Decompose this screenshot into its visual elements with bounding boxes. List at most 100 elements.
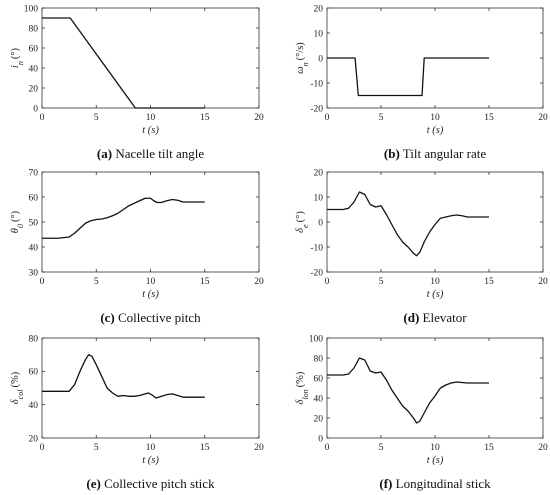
panel-caption: (f) Longitudinal stick [379,476,491,491]
caption-letter: (e) [86,476,100,491]
x-tick-label: 5 [379,277,384,287]
plot-frame [41,337,260,439]
chart-panel-6: 0 5 10 15 20 0 20 40 60 80 100 t (s) δlon(%) (f) Long… [295,334,548,491]
x-tick-label: 5 [379,443,384,453]
x-axis-label: t (s) [427,289,444,300]
chart-panel-1: 0 5 10 15 20 0 20 40 60 80 100 t (s) in(°) (a) Nacell… [10,4,264,161]
x-tick-label: 10 [146,443,156,453]
y-axis-label: in(°) [10,47,25,68]
x-tick-label: 5 [94,113,99,123]
x-tick-label: 10 [146,277,156,287]
x-tick-label: 20 [254,277,264,287]
caption-text: Collective pitch stick [101,476,215,491]
x-tick-label: 10 [146,113,156,123]
x-tick-label: 0 [325,113,330,123]
y-axis-label: δlon(%) [295,371,310,404]
x-tick-label: 0 [40,113,45,123]
y-tick-label: -10 [310,243,323,253]
series-line [42,17,205,109]
y-tick-label: 20 [314,4,324,14]
chart-panel-2: 0 5 10 15 20 -20 -10 0 10 20 t (s) ωn(°/s) (b) Tilt … [295,4,548,161]
y-tick-label: 80 [314,354,324,364]
y-tick-label: 40 [314,394,324,404]
x-axis-label: t (s) [142,455,159,466]
y-tick-label: 100 [24,4,39,14]
x-tick-label: 15 [484,277,494,287]
plot-frame [41,7,260,109]
x-axis-label: t (s) [142,289,159,300]
y-tick-label: 0 [318,54,323,64]
y-tick-label: 60 [29,44,39,54]
x-axis-label: t (s) [427,455,444,466]
x-tick-label: 15 [200,113,210,123]
x-tick-label: 5 [94,443,99,453]
x-tick-label: 5 [94,277,99,287]
y-tick-label: 10 [314,29,324,39]
y-tick-label: 20 [29,434,39,444]
y-axis-label: ωn(°/s) [295,42,310,74]
caption-text: Longitudinal stick [392,476,491,491]
panel-caption: (d) Elevator [403,310,467,325]
y-tick-label: 10 [314,193,324,203]
x-tick-label: 0 [325,443,330,453]
x-axis-label: t (s) [427,125,444,136]
panel-caption: (c) Collective pitch [100,310,201,325]
panel-caption: (a) Nacelle tilt angle [97,146,204,161]
chart-panel-5: 0 5 10 15 20 20 40 60 80 t (s) δcol(%) (e) Collecti… [10,334,264,491]
y-tick-label: 50 [29,218,39,228]
caption-letter: (d) [403,310,419,325]
y-tick-label: -20 [310,268,323,278]
y-axis-label: δcol(%) [10,371,25,404]
x-tick-label: 10 [430,443,440,453]
y-tick-label: 40 [29,64,39,74]
y-tick-label: 20 [29,84,39,94]
x-tick-label: 20 [538,443,548,453]
x-tick-label: 15 [200,277,210,287]
y-tick-label: 40 [29,401,39,411]
caption-letter: (c) [100,310,114,325]
caption-letter: (a) [97,146,112,161]
x-tick-label: 10 [430,277,440,287]
x-tick-label: 5 [379,113,384,123]
caption-text: Tilt angular rate [400,146,487,161]
x-tick-label: 0 [40,443,45,453]
x-tick-label: 20 [538,277,548,287]
y-tick-label: 0 [318,434,323,444]
series-line [327,357,489,424]
series-line [42,197,205,239]
x-tick-label: 15 [484,443,494,453]
series-line [327,191,489,257]
y-tick-label: 60 [29,193,39,203]
y-tick-label: 100 [309,334,324,344]
y-tick-label: 70 [29,168,39,178]
y-tick-label: 60 [29,368,39,378]
y-tick-label: 60 [314,374,324,384]
y-tick-label: -10 [310,79,323,89]
caption-text: Nacelle tilt angle [112,146,204,161]
y-tick-label: 80 [29,334,39,344]
x-tick-label: 0 [40,277,45,287]
caption-letter: (f) [379,476,392,491]
x-tick-label: 20 [538,113,548,123]
panel-caption: (b) Tilt angular rate [384,146,486,161]
y-tick-label: 0 [318,218,323,228]
y-tick-label: 0 [33,104,38,114]
y-tick-label: -20 [310,104,323,114]
caption-letter: (b) [384,146,400,161]
chart-panel-4: 0 5 10 15 20 -20 -10 0 10 20 t (s) δe(°) (d) Elevato… [295,168,548,325]
panel-caption: (e) Collective pitch stick [86,476,215,491]
x-tick-label: 0 [325,277,330,287]
plot-frame [326,337,544,439]
plot-frame [41,171,260,273]
y-axis-label: θ0(°) [10,210,25,233]
x-tick-label: 15 [484,113,494,123]
y-tick-label: 80 [29,24,39,34]
y-axis-label: δe(°) [295,211,310,233]
series-line [42,354,205,399]
y-tick-label: 20 [314,168,324,178]
plot-frame [326,171,544,273]
series-line [327,57,489,97]
x-tick-label: 10 [430,113,440,123]
caption-text: Elevator [419,310,467,325]
